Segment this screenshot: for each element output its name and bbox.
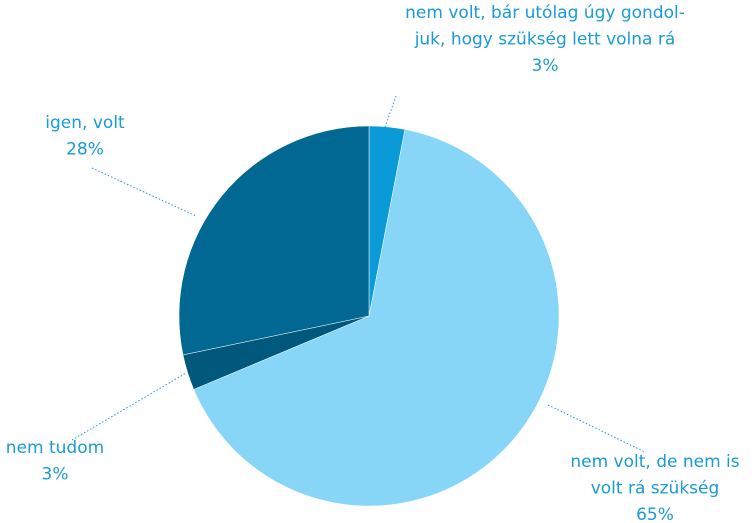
label-line: igen, volt [45, 113, 125, 133]
label-line: juk, hogy szükség lett volna rá [414, 30, 676, 50]
value-label: 3% [42, 465, 69, 485]
pie-slice [193, 129, 560, 507]
label-line: nem volt, bár utólag úgy gondol- [405, 3, 685, 23]
value-label: 28% [66, 140, 104, 160]
label-line: volt rá szükség [591, 479, 720, 499]
label-line: nem volt, de nem is [570, 452, 739, 472]
value-label: 3% [532, 56, 559, 76]
pie-slice [178, 125, 370, 356]
slice-label: nem tudom 3% [6, 438, 104, 485]
label-line: nem tudom [6, 438, 104, 458]
value-label: 65% [636, 505, 674, 523]
leader-line [384, 95, 397, 128]
slice-label: nem volt, bár utólag úgy gondol-juk, hog… [405, 3, 685, 76]
leader-line [71, 372, 187, 441]
leader-line [547, 404, 646, 453]
leader-line [91, 167, 197, 217]
slice-label: igen, volt 28% [45, 113, 125, 160]
slice-label: nem volt, de nem is volt rá szükség 65% [570, 452, 739, 523]
pie [178, 125, 560, 507]
